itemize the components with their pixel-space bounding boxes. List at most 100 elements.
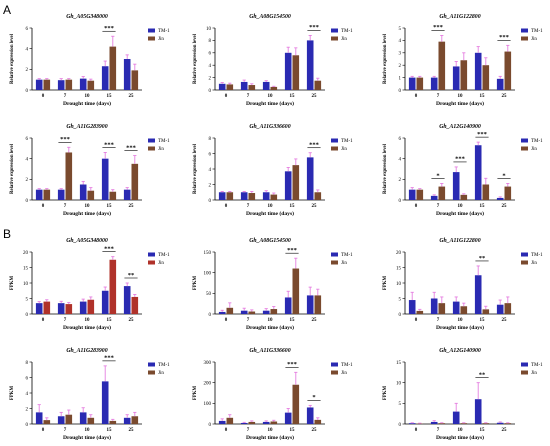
chart-panel-5: Gh_A11G336600 0 2 4 6 8 Relative expression le… — [193, 124, 353, 217]
y-axis-label: FPKM — [383, 385, 388, 400]
chart-panel-1: Gh_A05G348000 0 2 4 6 Relative expression lev… — [10, 14, 170, 107]
panel-label-b: B — [3, 227, 11, 241]
x-tick-label: 7 — [64, 318, 67, 323]
bar-jin — [292, 384, 300, 424]
bar-jin — [226, 307, 234, 314]
x-tick-label: 15 — [107, 94, 113, 99]
y-tick-label: 4 — [399, 39, 402, 44]
x-tick-label: 0 — [225, 318, 228, 323]
bar-jin — [438, 303, 446, 314]
legend-label: Jin — [341, 147, 347, 152]
x-tick-label: 25 — [502, 428, 508, 433]
y-tick-label: 0 — [26, 423, 29, 428]
y-axis-label: FPKM — [10, 385, 15, 400]
significance-marker: *** — [126, 144, 136, 151]
y-tick-label: 0 — [209, 313, 212, 318]
significance-marker: *** — [104, 355, 114, 362]
x-tick-label: 10 — [458, 94, 464, 99]
bar-jin — [226, 84, 234, 90]
legend-label: TM-1 — [341, 139, 353, 144]
bar-jin — [292, 165, 300, 200]
bar-tm1 — [496, 422, 504, 424]
y-tick-label: 15 — [23, 266, 29, 271]
y-tick-label: 8 — [209, 39, 212, 44]
chart-panel-9: Gh_A11G122800 0 5 10 15 20 FPKM 0 7 10 15 25 Drought… — [383, 238, 543, 331]
legend-label: Jin — [158, 37, 164, 42]
bar-jin — [314, 192, 322, 200]
bar-tm1 — [123, 286, 131, 314]
bar-tm1 — [430, 195, 438, 200]
y-tick-label: 4 — [209, 168, 212, 173]
bar-tm1 — [408, 189, 416, 200]
y-tick-label: 0 — [209, 423, 212, 428]
bar-jin — [109, 46, 117, 90]
x-tick-label: 0 — [42, 428, 45, 433]
legend-label: Jin — [341, 261, 347, 266]
bar-tm1 — [284, 171, 292, 200]
x-tick-label: 15 — [290, 94, 296, 99]
significance-marker: *** — [309, 24, 319, 31]
bar-jin — [43, 420, 51, 424]
x-tick-label: 25 — [312, 318, 318, 323]
bar-tm1 — [57, 80, 65, 90]
x-tick-label: 0 — [225, 428, 228, 433]
bar-jin — [270, 309, 278, 314]
x-tick-label: 0 — [225, 204, 228, 209]
y-axis-label: Relative expression level — [193, 33, 198, 84]
chart-title: Gh_A11G336600 — [249, 348, 290, 354]
bar-tm1 — [306, 295, 314, 314]
bar-jin — [43, 79, 51, 90]
x-tick-label: 15 — [480, 204, 486, 209]
x-tick-label: 0 — [415, 204, 418, 209]
y-tick-label: 5 — [399, 402, 402, 407]
x-tick-label: 25 — [129, 204, 135, 209]
x-axis-label: Drought time (days) — [436, 434, 484, 441]
bar-tm1 — [79, 78, 87, 90]
chart-title: Gh_A08G154500 — [249, 238, 291, 244]
bar-jin — [226, 192, 234, 200]
x-tick-label: 0 — [42, 94, 45, 99]
x-axis-label: Drought time (days) — [246, 210, 294, 217]
bar-tm1 — [101, 381, 109, 424]
chart-panel-12: Gh_A12G140900 0 5 10 15 FPKM 0 7 10 15 25 Drought t… — [383, 348, 543, 441]
bar-jin — [314, 295, 322, 314]
x-tick-label: 25 — [129, 428, 135, 433]
chart-panel-10: Gh_A11G283900 0 2 4 6 8 FPKM 0 7 10 15 25 Drought ti… — [10, 348, 170, 441]
chart-title: Gh_A12G140900 — [439, 348, 481, 354]
bar-tm1 — [240, 192, 248, 200]
x-tick-label: 0 — [42, 318, 45, 323]
legend-label: Jin — [158, 147, 164, 152]
y-tick-label: 6 — [26, 376, 29, 381]
legend-swatch — [331, 36, 338, 41]
legend-swatch — [331, 252, 338, 257]
bar-tm1 — [262, 192, 270, 200]
chart-title: Gh_A11G122800 — [439, 238, 480, 244]
x-tick-label: 10 — [85, 94, 91, 99]
y-tick-label: 50 — [206, 292, 212, 297]
bar-jin — [248, 421, 256, 424]
bar-tm1 — [123, 59, 131, 90]
x-tick-label: 10 — [85, 204, 91, 209]
bar-tm1 — [284, 52, 292, 90]
bar-tm1 — [430, 421, 438, 424]
bar-jin — [482, 309, 490, 314]
bar-jin — [109, 420, 117, 424]
bar-jin — [87, 417, 95, 424]
bar-tm1 — [408, 300, 416, 314]
bar-tm1 — [123, 417, 131, 424]
x-tick-label: 15 — [107, 318, 113, 323]
y-tick-label: 2 — [26, 68, 29, 73]
y-axis-label: Relative expression level — [10, 143, 15, 194]
y-tick-label: 20 — [396, 251, 402, 256]
bar-tm1 — [452, 66, 460, 90]
bar-tm1 — [79, 184, 87, 200]
legend-swatch — [331, 146, 338, 151]
y-tick-label: 20 — [23, 251, 29, 256]
bar-jin — [314, 80, 322, 90]
legend-swatch — [331, 260, 338, 265]
significance-marker: ** — [479, 371, 486, 378]
bar-tm1 — [35, 79, 43, 90]
y-tick-label: 0 — [26, 89, 29, 94]
bar-tm1 — [123, 189, 131, 200]
bar-tm1 — [474, 52, 482, 90]
